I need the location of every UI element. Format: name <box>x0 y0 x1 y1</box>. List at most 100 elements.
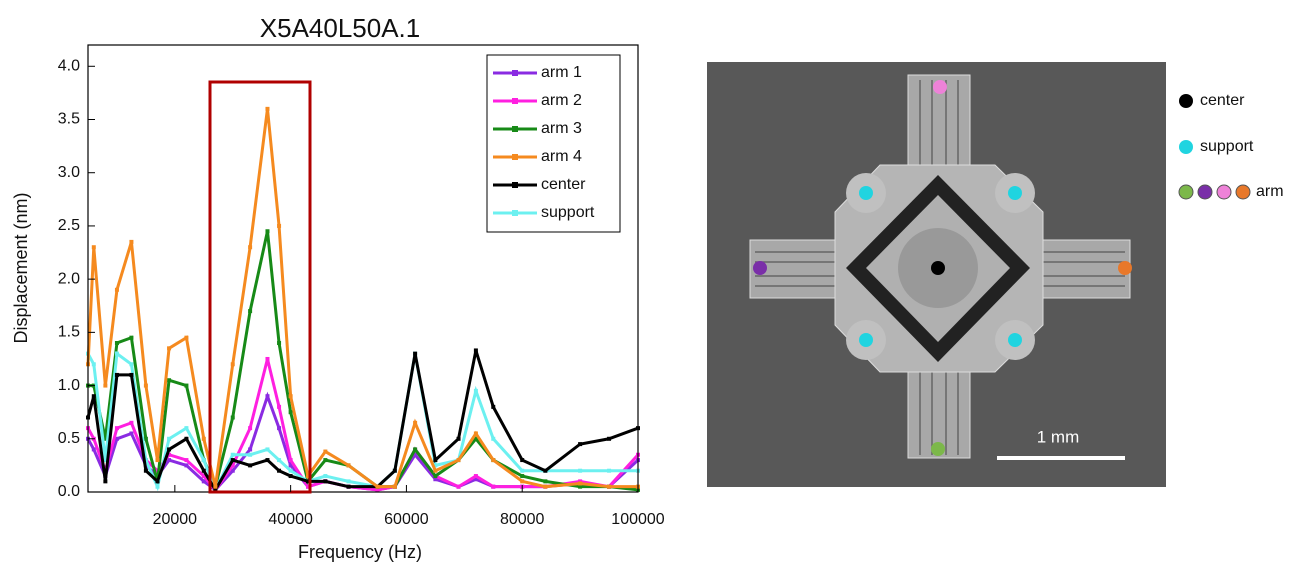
point <box>230 415 235 420</box>
point <box>114 351 119 356</box>
point <box>473 348 478 353</box>
point <box>129 372 134 377</box>
point <box>201 436 206 441</box>
point <box>143 436 148 441</box>
point <box>265 356 270 361</box>
point <box>306 479 310 484</box>
point <box>184 463 189 468</box>
point <box>213 487 218 492</box>
y-tick-label: 3.0 <box>58 164 80 181</box>
point <box>114 426 119 431</box>
legend-label: support <box>541 204 595 221</box>
legend-marker <box>512 210 518 216</box>
point <box>167 436 172 441</box>
y-tick-label: 2.0 <box>58 270 80 287</box>
point <box>543 468 548 473</box>
point <box>433 463 438 468</box>
legend-frame <box>486 54 621 233</box>
point <box>520 474 525 479</box>
legend-dot <box>1179 140 1193 154</box>
point <box>543 484 548 489</box>
point <box>433 477 438 482</box>
legend-label: arm 2 <box>541 92 582 109</box>
point <box>456 458 461 463</box>
y-tick-label: 3.5 <box>58 111 80 128</box>
point <box>277 468 282 473</box>
y-tick-label: 0.0 <box>58 483 80 500</box>
legend-label: arm 4 <box>541 148 582 165</box>
point <box>473 477 478 482</box>
sem-image <box>707 62 1166 487</box>
point <box>143 468 148 473</box>
point <box>520 479 525 484</box>
point <box>413 447 418 452</box>
legend-label: arm 3 <box>541 120 582 137</box>
point <box>155 479 160 484</box>
point <box>103 436 108 441</box>
point <box>213 484 218 489</box>
point <box>230 468 235 473</box>
point <box>167 452 172 457</box>
legend-marker <box>512 98 518 104</box>
point <box>91 394 96 399</box>
point <box>277 341 282 345</box>
point <box>265 229 270 234</box>
point <box>323 458 328 463</box>
point <box>277 223 282 228</box>
point <box>578 442 583 447</box>
x-tick-label: 20000 <box>153 511 198 528</box>
y-tick-label: 4.0 <box>58 58 80 75</box>
point <box>230 362 235 367</box>
image-legend-label: support <box>1200 138 1254 155</box>
point <box>143 383 148 388</box>
point <box>433 458 438 463</box>
point <box>184 335 189 340</box>
point <box>129 239 134 244</box>
legend-dot <box>1216 184 1232 200</box>
point <box>103 458 108 463</box>
y-axis-label: Displacement (nm) <box>11 192 31 343</box>
point <box>103 479 108 484</box>
point <box>230 458 235 463</box>
point <box>473 436 478 441</box>
point <box>184 426 189 431</box>
legend-marker <box>512 182 518 188</box>
x-tick-label: 60000 <box>384 511 429 528</box>
point <box>491 404 496 409</box>
point <box>323 449 328 454</box>
point <box>456 436 461 441</box>
point <box>201 458 206 463</box>
point <box>578 481 583 486</box>
point <box>114 287 119 292</box>
point <box>607 436 612 441</box>
point <box>129 362 134 367</box>
point <box>91 362 96 367</box>
y-tick-label: 1.5 <box>58 324 80 341</box>
legend-dot <box>1178 184 1194 200</box>
point <box>578 484 583 489</box>
point <box>265 458 270 463</box>
point <box>248 309 253 314</box>
point <box>114 341 119 345</box>
point <box>91 447 96 452</box>
point <box>323 474 328 479</box>
x-tick-label: 80000 <box>500 511 545 528</box>
point <box>288 468 293 473</box>
point <box>288 463 293 468</box>
point <box>184 458 189 463</box>
point <box>491 436 496 441</box>
x-tick-label: 40000 <box>268 511 313 528</box>
point <box>114 436 119 441</box>
point <box>375 484 380 489</box>
legend-label: center <box>541 176 586 193</box>
legend-marker <box>512 154 518 160</box>
series-line <box>86 350 638 494</box>
point <box>201 479 206 484</box>
point <box>143 458 148 463</box>
point <box>578 479 583 484</box>
point <box>103 383 108 388</box>
point <box>456 484 461 489</box>
highlight-box <box>208 80 312 494</box>
point <box>155 484 160 489</box>
